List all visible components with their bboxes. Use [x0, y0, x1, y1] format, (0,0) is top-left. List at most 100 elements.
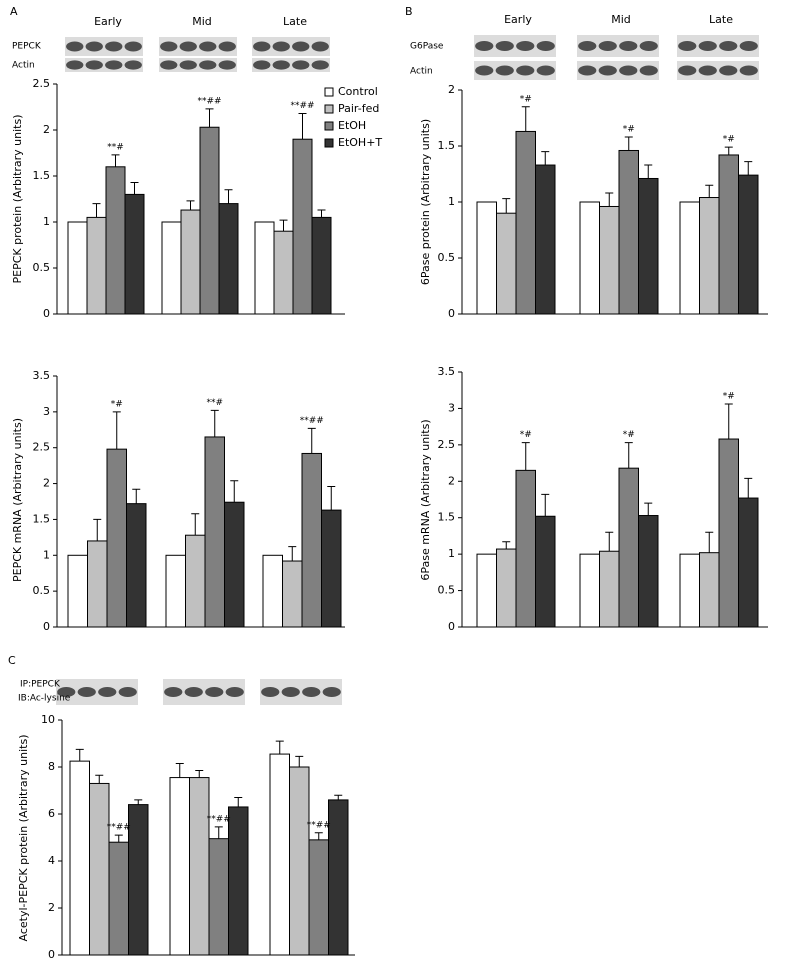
blot-band [77, 687, 96, 697]
error-bar [314, 832, 323, 840]
error-bar [275, 740, 284, 755]
blot-label: IB:Ac-lysine [18, 694, 71, 704]
blot-band [160, 60, 178, 70]
legend-label: Control [338, 85, 378, 98]
blot-band [678, 65, 697, 76]
error-bar [744, 477, 753, 499]
bar [67, 554, 88, 628]
blot-band [272, 41, 290, 52]
blot-band [322, 687, 341, 697]
bar [638, 177, 659, 315]
error-bar [93, 518, 102, 541]
bar [476, 553, 497, 628]
blot [577, 35, 659, 57]
blot [677, 35, 759, 57]
significance-label: **# [206, 398, 223, 408]
category-label: Late [283, 15, 307, 28]
bar [126, 503, 147, 628]
error-bar [92, 203, 101, 218]
bar [128, 804, 149, 956]
error-bar [175, 762, 184, 778]
bar [67, 221, 88, 315]
y-tick-label: 10 [41, 713, 55, 726]
y-tick-label: 2.5 [33, 441, 51, 454]
blot-band [619, 65, 638, 76]
error-bar [724, 146, 733, 155]
error-bar [195, 770, 204, 778]
significance-label: *# [111, 399, 123, 409]
error-bar [605, 192, 614, 207]
error-bar [205, 108, 214, 128]
legend-swatch [324, 104, 334, 114]
y-tick-label: 1.5 [33, 512, 51, 525]
bar [618, 149, 639, 315]
bar [738, 174, 759, 315]
error-bar [334, 794, 343, 800]
bar [308, 839, 329, 956]
bar [699, 197, 720, 315]
y-tick-label: 4 [48, 854, 55, 867]
significance-label: *# [520, 430, 532, 440]
error-bar [132, 488, 141, 504]
blot-band [253, 60, 271, 70]
error-bar [624, 442, 633, 469]
blot-band [98, 687, 117, 697]
error-bar [541, 493, 550, 517]
blot [159, 37, 237, 56]
y-tick-label: 2 [43, 123, 50, 136]
blot-band [698, 65, 717, 76]
bar [269, 753, 290, 956]
y-tick-label: 0 [448, 620, 455, 633]
bar [699, 552, 720, 628]
error-bar [295, 755, 304, 767]
blot-band [124, 41, 142, 52]
error-bar [114, 834, 123, 843]
blot-band [85, 41, 103, 52]
blot-band [85, 60, 103, 70]
blot-band [105, 60, 123, 70]
blot-band [475, 65, 494, 76]
bar [515, 469, 536, 628]
y-tick-label: 8 [48, 760, 55, 773]
error-bar [234, 797, 243, 807]
legend-label: EtOH+T [338, 136, 382, 149]
category-label: Early [94, 15, 122, 28]
y-tick-label: 2 [43, 477, 50, 490]
blot-band [205, 687, 224, 697]
y-tick-label: 3 [448, 401, 455, 414]
error-bar [521, 106, 530, 132]
bar [638, 515, 659, 628]
category-label: Mid [611, 13, 631, 26]
blot-band [739, 65, 758, 76]
blot-band [66, 60, 84, 70]
blot-band [225, 687, 244, 697]
legend-label: Pair-fed [338, 102, 379, 115]
blot-band [218, 41, 236, 52]
bar [185, 534, 206, 628]
panel-label: C [8, 654, 16, 667]
bar [86, 216, 107, 315]
y-axis-label: PEPCK mRNA (Arbitrary units) [11, 418, 24, 582]
blot-band [253, 41, 271, 52]
y-tick-label: 2.5 [33, 77, 51, 90]
bar [618, 467, 639, 628]
blot [474, 35, 556, 57]
panel-label: B [405, 5, 413, 18]
y-axis-label: PEPCK protein (Arbitrary units) [11, 114, 24, 283]
bar [599, 550, 620, 628]
blot [159, 58, 237, 72]
blot-band [739, 41, 758, 51]
error-bar [224, 189, 233, 204]
bar [328, 799, 349, 956]
blot-band [719, 65, 738, 76]
category-label: Late [709, 13, 733, 26]
blot-band [199, 60, 217, 70]
bar [169, 777, 190, 956]
error-bar [521, 442, 530, 471]
blot-band [536, 65, 555, 76]
y-tick-label: 6 [48, 807, 55, 820]
blot-band [311, 41, 329, 52]
bar [180, 209, 201, 315]
bar [218, 203, 239, 315]
error-bar [724, 403, 733, 440]
